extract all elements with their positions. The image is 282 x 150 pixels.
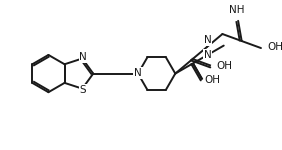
Text: N: N (134, 68, 142, 78)
Text: N: N (204, 50, 212, 60)
Text: OH: OH (268, 42, 282, 52)
Text: NH: NH (228, 5, 244, 15)
Text: OH: OH (204, 75, 221, 85)
Text: N: N (79, 52, 87, 62)
Text: N: N (204, 35, 212, 45)
Text: S: S (80, 85, 86, 95)
Text: N: N (134, 68, 142, 78)
Text: OH: OH (217, 61, 233, 71)
